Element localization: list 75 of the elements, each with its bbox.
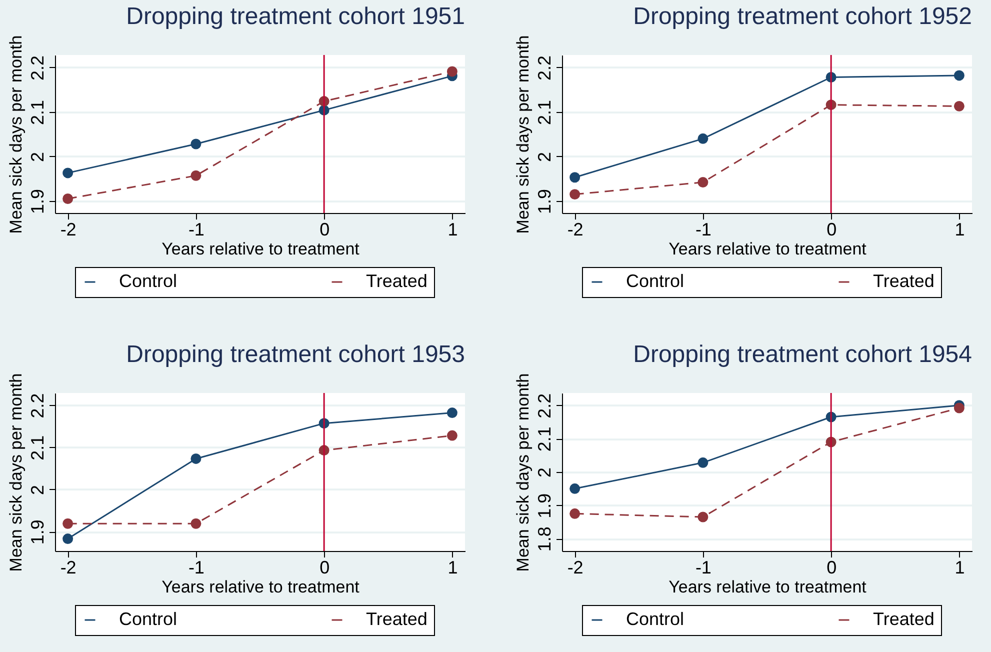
point	[62, 518, 74, 529]
y-tick-label: 2	[28, 152, 48, 162]
y-tick-label: 1.9	[534, 493, 554, 518]
x-axis-title: Years relative to treatment	[162, 578, 360, 596]
point	[954, 402, 964, 414]
x-tick-label: 1	[448, 220, 458, 240]
point	[62, 194, 74, 204]
point	[570, 483, 580, 494]
y-tick-label: 2.2	[28, 393, 48, 418]
chart-title: Dropping treatment cohort 1954	[633, 340, 972, 368]
legend-label: Control	[119, 271, 178, 291]
y-axis-title: Mean sick days per month	[514, 373, 532, 572]
point	[62, 534, 74, 544]
y-axis-title: Mean sick days per month	[514, 35, 532, 234]
point	[954, 100, 964, 112]
y-tick-label: 2	[28, 484, 48, 495]
point	[62, 168, 74, 178]
y-tick-label: 1.8	[534, 526, 554, 552]
point	[570, 189, 580, 200]
x-tick-label: 1	[954, 558, 965, 578]
x-axis-title: Years relative to treatment	[668, 240, 867, 258]
legend-label: Control	[626, 271, 684, 291]
y-tick-label: 2.1	[534, 100, 554, 125]
x-tick-label: 1	[448, 558, 458, 578]
x-tick-label: -1	[188, 558, 204, 578]
y-tick-label: 2	[534, 467, 554, 478]
x-tick-label: -1	[188, 220, 204, 240]
point	[698, 133, 708, 144]
point	[446, 430, 458, 441]
legend-label: Control	[119, 609, 178, 629]
point	[190, 453, 202, 464]
chart-title: Dropping treatment cohort 1951	[126, 2, 465, 30]
point	[190, 518, 202, 529]
legend-label: Treated	[366, 271, 428, 291]
legend-label: Control	[626, 609, 684, 629]
x-tick-label: 0	[826, 558, 837, 578]
point	[190, 138, 202, 150]
x-tick-label: -2	[60, 220, 76, 240]
x-tick-label: -2	[567, 220, 584, 240]
point	[446, 66, 458, 77]
x-tick-label: -1	[695, 220, 712, 240]
point	[570, 508, 580, 519]
x-axis-title: Years relative to treatment	[668, 578, 867, 596]
y-tick-label: 1.9	[28, 188, 48, 214]
y-tick-label: 2.2	[28, 55, 48, 80]
y-tick-label: 2.2	[534, 393, 554, 418]
x-tick-label: 0	[320, 558, 330, 578]
point	[954, 70, 964, 81]
x-tick-label: 0	[826, 220, 837, 240]
point	[570, 172, 580, 183]
y-axis-title: Mean sick days per month	[6, 373, 26, 572]
y-tick-label: 2.2	[534, 55, 554, 80]
chart-title: Dropping treatment cohort 1952	[633, 2, 972, 30]
legend-label: Treated	[873, 271, 934, 291]
point	[698, 512, 708, 522]
point	[698, 457, 708, 468]
point	[190, 170, 202, 181]
y-tick-label: 2.1	[28, 100, 48, 125]
y-axis-title: Mean sick days per month	[6, 35, 26, 234]
x-tick-label: 1	[954, 220, 965, 240]
y-tick-label: 1.9	[534, 188, 554, 214]
chart-title: Dropping treatment cohort 1953	[126, 340, 465, 368]
x-tick-label: -1	[695, 558, 712, 578]
x-tick-label: -2	[60, 558, 76, 578]
x-axis-title: Years relative to treatment	[162, 240, 360, 258]
y-tick-label: 2	[534, 152, 554, 162]
point	[446, 408, 458, 418]
point	[698, 177, 708, 188]
y-tick-label: 2.1	[534, 426, 554, 452]
x-tick-label: 0	[320, 220, 330, 240]
y-tick-label: 2.1	[28, 435, 48, 460]
legend-label: Treated	[366, 609, 428, 629]
legend-label: Treated	[873, 609, 934, 629]
y-tick-label: 1.9	[28, 520, 48, 545]
x-tick-label: -2	[567, 558, 584, 578]
